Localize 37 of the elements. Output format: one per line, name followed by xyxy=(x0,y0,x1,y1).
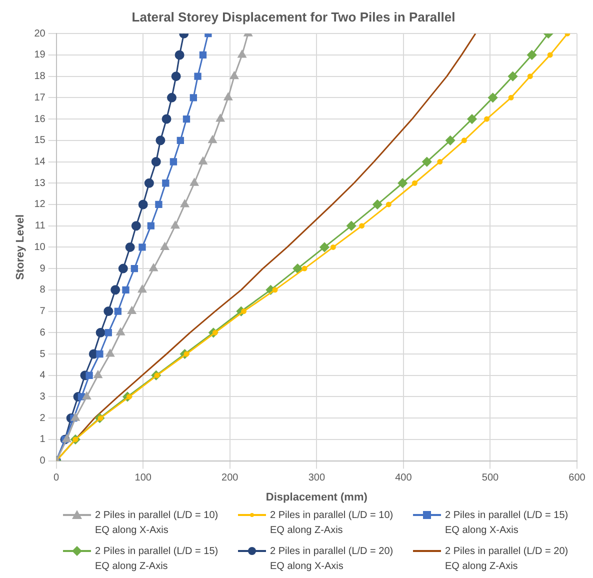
x-axis-title: Displacement (mm) xyxy=(266,491,368,504)
y-tick-label: 19 xyxy=(34,50,46,61)
y-tick-label: 18 xyxy=(34,71,46,82)
x-tick-label: 300 xyxy=(308,472,326,484)
legend-label: 2 Piles in parallel (L/D = 10) EQ along Z-Axis xyxy=(270,509,394,538)
y-tick-label: 0 xyxy=(40,456,46,467)
y-tick-label: 20 xyxy=(34,28,46,40)
y-tick-label: 15 xyxy=(34,135,46,146)
y-tick-label: 11 xyxy=(34,220,46,232)
y-tick-label: 2 xyxy=(40,412,46,424)
y-tick-label: 17 xyxy=(34,92,46,104)
y-tick-label: 12 xyxy=(34,199,46,210)
y-tick-label: 16 xyxy=(34,114,46,125)
y-tick-label: 10 xyxy=(34,242,46,253)
x-tick-label: 0 xyxy=(54,472,60,484)
legend-label: 2 Piles in parallel (L/D = 20) EQ along Z-Axis xyxy=(445,545,568,574)
y-axis-title: Storey Level xyxy=(14,214,27,280)
y-tick-label: 8 xyxy=(40,284,46,296)
y-tick-label: 13 xyxy=(34,178,46,189)
legend-label: 2 Piles in parallel (L/D = 15) EQ along Z-Axis xyxy=(95,545,218,574)
x-tick-label: 400 xyxy=(395,472,412,484)
x-tick-label: 200 xyxy=(222,472,239,484)
x-tick-label: 100 xyxy=(134,472,152,484)
legend-label: 2 Piles in parallel (L/D = 20) EQ along X-Axis xyxy=(270,545,394,574)
y-tick-label: 5 xyxy=(40,348,46,360)
y-tick-label: 14 xyxy=(34,156,46,168)
y-tick-label: 1 xyxy=(40,434,46,446)
x-tick-label: 500 xyxy=(482,472,499,484)
x-tick-label: 600 xyxy=(568,472,586,484)
y-tick-label: 9 xyxy=(40,263,46,274)
y-tick-label: 4 xyxy=(40,370,46,382)
legend-label: 2 Piles in parallel (L/D = 10) EQ along X-Axis xyxy=(95,509,218,538)
y-tick-label: 7 xyxy=(40,306,46,318)
y-tick-label: 3 xyxy=(40,391,46,402)
y-tick-label: 6 xyxy=(40,327,46,338)
chart-title: Lateral Storey Displacement for Two Piles in Parallel xyxy=(132,9,456,24)
legend-label: 2 Piles in parallel (L/D = 15) EQ along X-Axis xyxy=(445,509,568,538)
